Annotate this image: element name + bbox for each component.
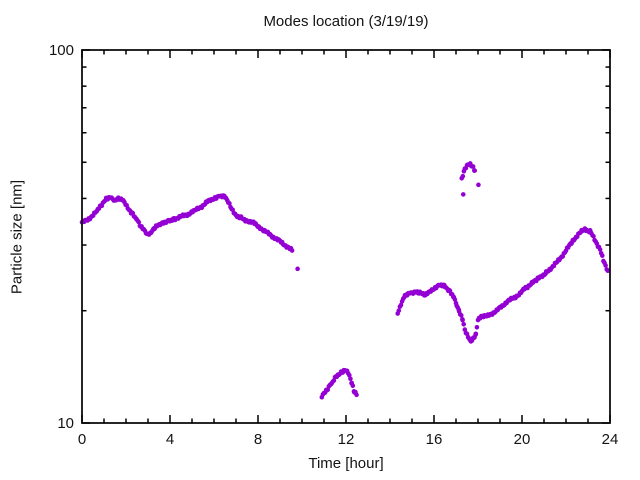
data-point [354,392,359,398]
data-point [461,321,467,327]
data-point [605,268,611,274]
chart-title: Modes location (3/19/19) [263,13,429,30]
data-point [460,192,466,197]
x-axis-label: Time [hour] [308,455,384,472]
data-point [396,308,402,313]
plot-frame [81,49,611,424]
y-tick-label: 100 [49,42,74,59]
data-point [460,173,466,179]
x-tick-label: 0 [78,431,86,448]
data-point [603,263,608,268]
data-point [452,297,458,302]
x-tick-label: 4 [166,431,174,448]
data-point [474,325,480,330]
data-point [591,234,596,239]
data-point [473,331,479,337]
x-tick-label: 24 [602,431,619,448]
data-point [398,302,404,308]
x-tick-label: 16 [426,431,443,448]
data-point [136,219,142,225]
data-point [289,248,295,253]
data-point [460,317,465,323]
y-tick-label: 10 [57,415,74,432]
x-tick-label: 12 [338,431,355,448]
data-point [347,372,352,378]
data-point [350,383,356,389]
x-tick-label: 20 [514,431,531,448]
data-point [295,266,300,272]
data-point [600,253,605,258]
data-point [470,164,476,169]
data-point [458,313,464,318]
data-point [476,182,481,188]
x-tick-label: 8 [254,431,262,448]
data-point [597,247,603,252]
data-point [472,168,478,173]
data-point [227,201,232,206]
data-point [348,376,353,382]
data-point [331,378,337,383]
